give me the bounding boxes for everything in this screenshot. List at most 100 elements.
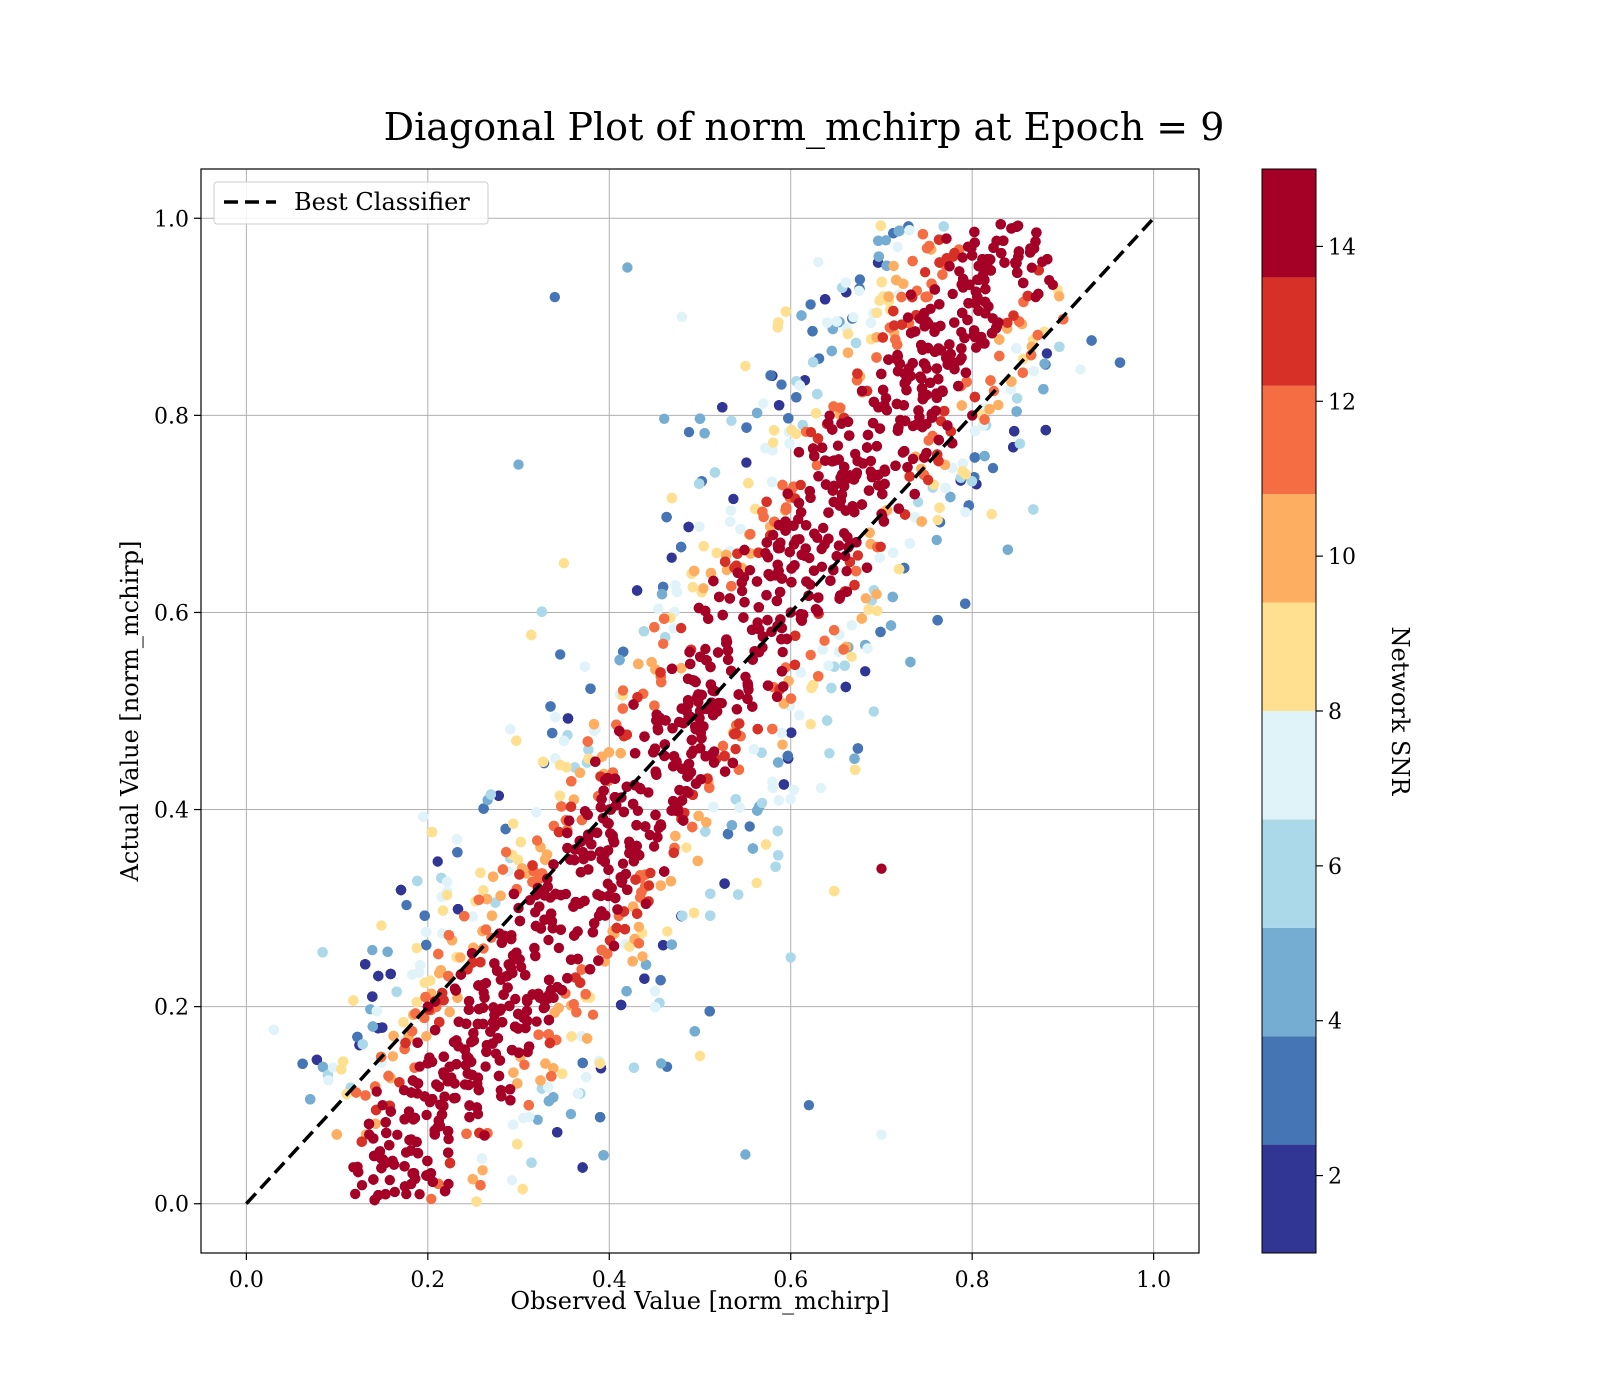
scatter-point bbox=[954, 266, 965, 277]
scatter-point bbox=[828, 625, 840, 636]
scatter-point bbox=[368, 1133, 379, 1144]
scatter-points bbox=[268, 219, 1126, 1207]
scatter-point bbox=[627, 956, 638, 967]
scatter-point bbox=[544, 1037, 556, 1049]
scatter-point bbox=[850, 764, 861, 775]
scatter-point bbox=[617, 685, 629, 696]
scatter-point bbox=[1114, 357, 1126, 368]
scatter-point bbox=[543, 1029, 554, 1040]
scatter-point bbox=[842, 416, 854, 427]
scatter-point bbox=[1005, 384, 1017, 395]
scatter-point bbox=[753, 602, 764, 613]
scatter-point bbox=[406, 1134, 417, 1145]
scatter-point bbox=[644, 829, 655, 841]
scatter-point bbox=[960, 598, 971, 609]
scatter-point bbox=[387, 1051, 399, 1062]
scatter-point bbox=[820, 479, 832, 490]
scatter-point bbox=[558, 558, 570, 569]
scatter-point bbox=[905, 656, 916, 668]
colorbar-tick-label: 12 bbox=[1328, 390, 1356, 415]
scatter-point bbox=[581, 1072, 592, 1083]
scatter-point bbox=[922, 474, 934, 486]
scatter-point bbox=[839, 660, 850, 671]
scatter-point bbox=[785, 952, 796, 963]
scatter-point bbox=[374, 1146, 386, 1157]
scatter-point bbox=[603, 818, 614, 829]
scatter-point bbox=[840, 550, 851, 562]
scatter-point bbox=[650, 809, 661, 821]
scatter-point bbox=[862, 643, 873, 654]
scatter-point bbox=[317, 947, 328, 958]
scatter-point bbox=[831, 316, 842, 327]
scatter-point bbox=[414, 1189, 425, 1200]
x-axis-ticks: 0.0 0.2 0.4 0.6 0.8 1.0 bbox=[229, 1253, 1171, 1293]
scatter-point bbox=[395, 884, 407, 896]
scatter-point bbox=[893, 422, 904, 433]
scatter-point bbox=[880, 235, 892, 246]
scatter-point bbox=[515, 836, 526, 848]
scatter-point bbox=[398, 1017, 409, 1028]
scatter-point bbox=[875, 220, 886, 231]
scatter-point bbox=[1037, 256, 1048, 267]
colorbar-tick-label: 6 bbox=[1328, 855, 1342, 880]
scatter-point bbox=[939, 405, 950, 417]
scatter-point bbox=[537, 756, 549, 767]
scatter-point bbox=[879, 400, 890, 411]
scatter-point bbox=[496, 937, 507, 948]
scatter-point bbox=[736, 585, 748, 597]
scatter-point bbox=[493, 1070, 505, 1082]
scatter-point bbox=[412, 1078, 424, 1089]
scatter-point bbox=[587, 1009, 599, 1020]
scatter-point bbox=[794, 710, 805, 721]
scatter-point bbox=[734, 718, 745, 729]
colorbar-segment bbox=[1262, 1036, 1316, 1145]
scatter-point bbox=[892, 349, 903, 361]
scatter-point bbox=[418, 811, 429, 822]
scatter-point bbox=[877, 332, 888, 343]
scatter-point bbox=[451, 834, 463, 845]
scatter-point bbox=[541, 849, 553, 860]
scatter-point bbox=[752, 723, 763, 735]
scatter-point bbox=[367, 944, 378, 956]
scatter-point bbox=[894, 225, 905, 236]
scatter-point bbox=[717, 740, 729, 752]
scatter-point bbox=[711, 547, 722, 559]
scatter-point bbox=[666, 939, 677, 950]
scatter-point bbox=[969, 237, 980, 248]
scatter-point bbox=[940, 482, 951, 494]
scatter-point bbox=[443, 1178, 454, 1190]
scatter-point bbox=[421, 1170, 432, 1181]
scatter-point bbox=[684, 646, 695, 658]
scatter-point bbox=[904, 225, 915, 236]
scatter-point bbox=[999, 257, 1010, 268]
scatter-point bbox=[793, 497, 805, 509]
scatter-point bbox=[352, 1031, 363, 1043]
scatter-point bbox=[526, 1157, 537, 1168]
colorbar-segment bbox=[1262, 711, 1316, 820]
y-axis-ticks: 0.00.20.40.60.81.0 bbox=[154, 207, 201, 1218]
scatter-point bbox=[856, 385, 868, 397]
scatter-point bbox=[568, 998, 579, 1010]
scatter-point bbox=[562, 713, 574, 724]
scatter-point bbox=[662, 926, 673, 937]
scatter-point bbox=[839, 461, 850, 473]
scatter-point bbox=[406, 1087, 417, 1098]
scatter-point bbox=[323, 1075, 334, 1086]
scatter-point bbox=[496, 1091, 507, 1102]
scatter-point bbox=[353, 1166, 364, 1178]
scatter-point bbox=[649, 986, 661, 997]
scatter-point bbox=[504, 1000, 515, 1012]
scatter-point bbox=[424, 1097, 436, 1108]
scatter-point bbox=[475, 957, 486, 968]
scatter-point bbox=[786, 727, 797, 738]
scatter-point bbox=[480, 977, 492, 989]
scatter-point bbox=[478, 803, 489, 814]
scatter-point bbox=[838, 481, 850, 492]
scatter-point bbox=[819, 635, 830, 646]
scatter-point bbox=[421, 1109, 432, 1121]
scatter-point bbox=[543, 974, 555, 986]
scatter-point bbox=[1011, 258, 1022, 269]
scatter-point bbox=[811, 460, 822, 471]
scatter-point bbox=[960, 507, 971, 518]
scatter-point bbox=[468, 1035, 479, 1046]
